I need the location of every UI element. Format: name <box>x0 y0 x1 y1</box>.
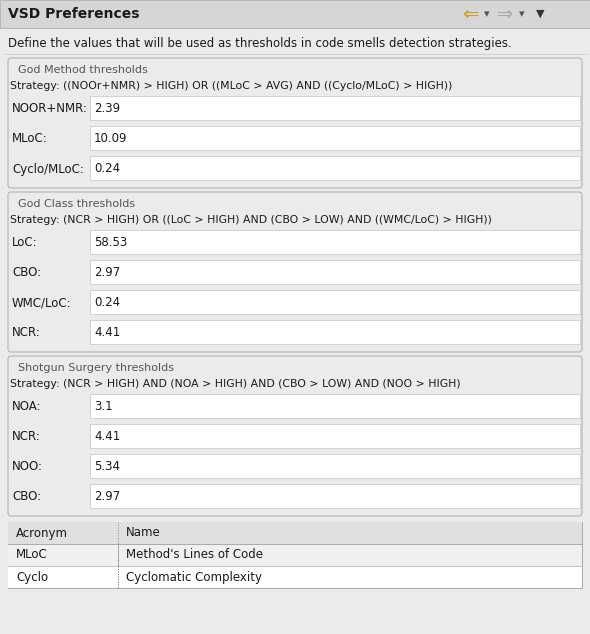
Text: ▾: ▾ <box>484 9 490 19</box>
Text: 0.24: 0.24 <box>94 295 120 309</box>
Text: 4.41: 4.41 <box>94 429 120 443</box>
Bar <box>90 260 580 284</box>
Text: NCR:: NCR: <box>12 327 41 339</box>
FancyBboxPatch shape <box>8 356 582 516</box>
Text: CBO:: CBO: <box>12 491 41 503</box>
Text: WMC/LoC:: WMC/LoC: <box>12 297 71 309</box>
Text: ▾: ▾ <box>519 9 525 19</box>
Text: ▼: ▼ <box>536 9 544 19</box>
Bar <box>90 320 580 344</box>
Text: Acronym: Acronym <box>16 526 68 540</box>
Bar <box>8 522 582 588</box>
Text: NOOR+NMR:: NOOR+NMR: <box>12 103 88 115</box>
Text: 2.97: 2.97 <box>94 489 120 503</box>
Bar <box>90 126 580 150</box>
Text: NOO:: NOO: <box>12 460 43 474</box>
Text: God Method thresholds: God Method thresholds <box>18 65 148 75</box>
Text: 10.09: 10.09 <box>94 131 127 145</box>
FancyBboxPatch shape <box>8 58 582 188</box>
Bar <box>90 156 580 180</box>
Bar <box>8 544 582 566</box>
Text: CBO:: CBO: <box>12 266 41 280</box>
Text: MLoC: MLoC <box>16 548 48 562</box>
Bar <box>0 0 590 28</box>
Bar <box>8 522 582 544</box>
Bar <box>90 424 580 448</box>
Bar <box>90 96 580 120</box>
Text: 58.53: 58.53 <box>94 235 127 249</box>
Text: ⇒: ⇒ <box>497 4 513 23</box>
Text: Method's Lines of Code: Method's Lines of Code <box>126 548 263 562</box>
Text: NOA:: NOA: <box>12 401 41 413</box>
Text: 2.97: 2.97 <box>94 266 120 278</box>
Text: Cyclomatic Complexity: Cyclomatic Complexity <box>126 571 262 583</box>
Text: NCR:: NCR: <box>12 430 41 444</box>
Text: 2.39: 2.39 <box>94 101 120 115</box>
Text: Shotgun Surgery thresholds: Shotgun Surgery thresholds <box>18 363 174 373</box>
Text: Define the values that will be used as thresholds in code smells detection strat: Define the values that will be used as t… <box>8 37 512 51</box>
Text: MLoC:: MLoC: <box>12 133 48 145</box>
Text: Name: Name <box>126 526 160 540</box>
Text: God Class thresholds: God Class thresholds <box>18 199 135 209</box>
Text: Strategy: (NCR > HIGH) AND (NOA > HIGH) AND (CBO > LOW) AND (NOO > HIGH): Strategy: (NCR > HIGH) AND (NOA > HIGH) … <box>10 379 461 389</box>
Text: LoC:: LoC: <box>12 236 38 250</box>
Bar <box>90 484 580 508</box>
Text: Strategy: ((NOOr+NMR) > HIGH) OR ((MLoC > AVG) AND ((Cyclo/MLoC) > HIGH)): Strategy: ((NOOr+NMR) > HIGH) OR ((MLoC … <box>10 81 453 91</box>
Text: 5.34: 5.34 <box>94 460 120 472</box>
Text: ⇐: ⇐ <box>462 4 478 23</box>
Bar <box>90 454 580 478</box>
Text: VSD Preferences: VSD Preferences <box>8 7 139 21</box>
Text: 4.41: 4.41 <box>94 325 120 339</box>
Text: Cyclo/MLoC:: Cyclo/MLoC: <box>12 162 84 176</box>
Text: 0.24: 0.24 <box>94 162 120 174</box>
Text: Cyclo: Cyclo <box>16 571 48 583</box>
Text: Strategy: (NCR > HIGH) OR ((LoC > HIGH) AND (CBO > LOW) AND ((WMC/LoC) > HIGH)): Strategy: (NCR > HIGH) OR ((LoC > HIGH) … <box>10 215 492 225</box>
Bar <box>90 230 580 254</box>
Bar <box>90 394 580 418</box>
Bar <box>8 566 582 588</box>
Bar <box>90 290 580 314</box>
FancyBboxPatch shape <box>8 192 582 352</box>
Text: 3.1: 3.1 <box>94 399 113 413</box>
